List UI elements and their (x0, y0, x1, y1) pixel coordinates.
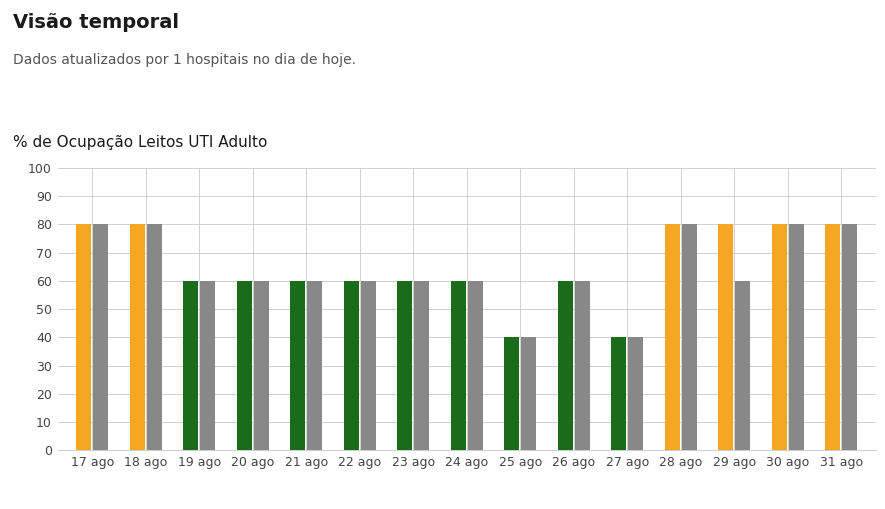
Bar (468, 281, 483, 450)
Bar (719, 224, 734, 450)
Bar (290, 281, 305, 450)
Bar (147, 224, 162, 450)
Bar (130, 224, 145, 450)
Bar (504, 337, 519, 450)
Bar (789, 224, 804, 450)
Bar (843, 224, 858, 450)
Bar (772, 224, 787, 450)
Bar (682, 224, 696, 450)
Bar (665, 224, 680, 450)
Bar (343, 281, 358, 450)
Text: Visão temporal: Visão temporal (13, 13, 180, 32)
Bar (735, 281, 750, 450)
Bar (183, 281, 198, 450)
Bar (361, 281, 376, 450)
Bar (254, 281, 269, 450)
Bar (237, 281, 251, 450)
Bar (94, 224, 108, 450)
Bar (397, 281, 412, 450)
Bar (826, 224, 840, 450)
Bar (558, 281, 573, 450)
Bar (521, 337, 536, 450)
Text: Dados atualizados por 1 hospitais no dia de hoje.: Dados atualizados por 1 hospitais no dia… (13, 53, 357, 68)
Bar (575, 281, 590, 450)
Bar (612, 337, 627, 450)
Bar (76, 224, 91, 450)
Text: % de Ocupação Leitos UTI Adulto: % de Ocupação Leitos UTI Adulto (13, 135, 267, 150)
Bar (450, 281, 466, 450)
Bar (628, 337, 643, 450)
Bar (200, 281, 215, 450)
Bar (307, 281, 322, 450)
Bar (414, 281, 429, 450)
